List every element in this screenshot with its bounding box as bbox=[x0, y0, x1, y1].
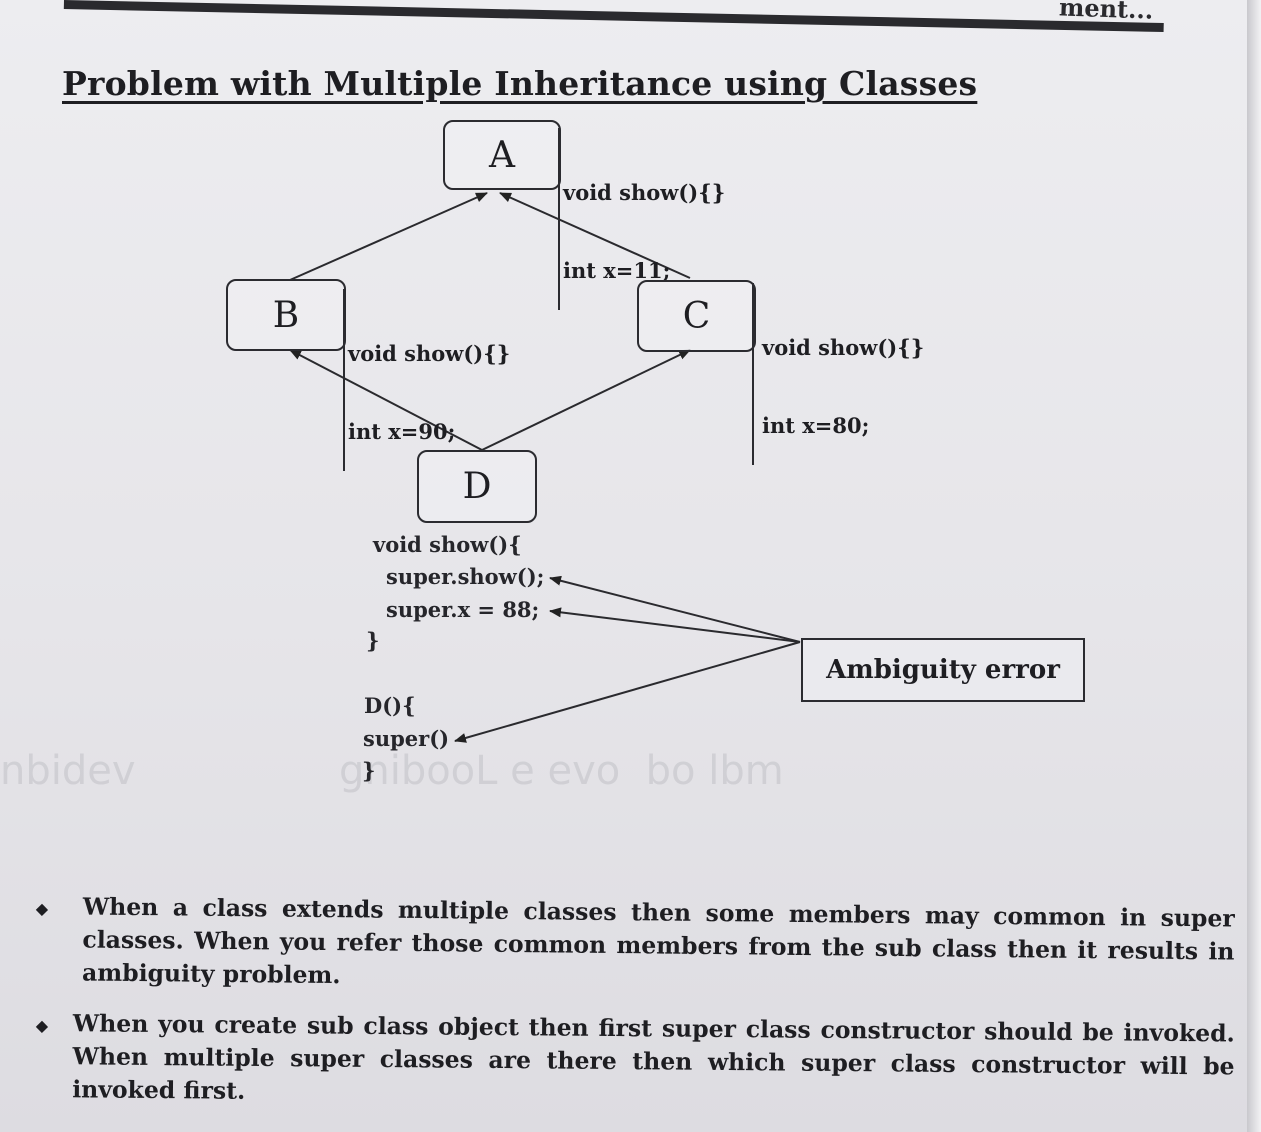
class-a-members: void show(){} int x=11; bbox=[558, 128, 725, 310]
bullet-list: ◆ When a class extends multiple classes … bbox=[35, 890, 1235, 1106]
edge-c-to-a bbox=[499, 192, 691, 279]
edge-d-to-c bbox=[481, 349, 691, 451]
class-c-method: void show(){} bbox=[762, 335, 925, 360]
arrow-ambiguity-to-super-ctor bbox=[454, 641, 801, 743]
class-d-label: D bbox=[462, 466, 492, 507]
code-super-x: super.x = 88; bbox=[386, 597, 540, 622]
code-super-show: super.show(); bbox=[386, 564, 545, 589]
code-ctor-close: } bbox=[362, 758, 376, 783]
class-d-box: D bbox=[417, 450, 537, 523]
bullet-text-1: When a class extends multiple classes th… bbox=[81, 892, 1235, 990]
page-title: Problem with Multiple Inheritance using … bbox=[62, 64, 978, 104]
class-b-label: B bbox=[272, 294, 300, 336]
arrow-ambiguity-to-super-show bbox=[549, 575, 801, 643]
bleed-through-text: nbidev gnibooL e evo bo lbm bbox=[0, 748, 784, 794]
class-b-members: void show(){} int x=90; bbox=[343, 289, 510, 471]
bullet-text-2: When you create sub class object then fi… bbox=[72, 1009, 1235, 1105]
code-show-close: } bbox=[366, 628, 380, 653]
bullet-icon: ◆ bbox=[35, 1015, 49, 1036]
code-show-open: void show(){ bbox=[373, 532, 522, 557]
class-b-box: B bbox=[226, 279, 346, 351]
class-a-box: A bbox=[443, 120, 561, 190]
code-ctor-super: super() bbox=[363, 726, 450, 751]
edge-d-to-b bbox=[289, 349, 483, 451]
code-ctor-open: D(){ bbox=[364, 693, 416, 718]
arrow-ambiguity-to-super-x bbox=[549, 607, 801, 643]
class-a-method: void show(){} bbox=[563, 180, 726, 205]
class-b-field: int x=90; bbox=[348, 419, 456, 444]
class-c-box: C bbox=[637, 280, 756, 352]
bullet-item: ◆ When a class extends multiple classes … bbox=[35, 890, 1235, 1002]
class-c-label: C bbox=[682, 295, 711, 337]
class-b-method: void show(){} bbox=[348, 341, 511, 366]
bullet-icon: ◆ bbox=[35, 898, 49, 919]
class-c-members: void show(){} int x=80; bbox=[752, 283, 924, 465]
ambiguity-error-box: Ambiguity error bbox=[801, 638, 1085, 702]
class-c-field: int x=80; bbox=[762, 413, 870, 438]
bullet-item: ◆ When you create sub class object then … bbox=[35, 1007, 1235, 1116]
class-a-field: int x=11; bbox=[563, 258, 671, 283]
class-a-label: A bbox=[489, 134, 515, 176]
edge-b-to-a bbox=[289, 192, 488, 281]
page-edge bbox=[1247, 0, 1261, 1132]
ambiguity-error-label: Ambiguity error bbox=[826, 655, 1060, 685]
